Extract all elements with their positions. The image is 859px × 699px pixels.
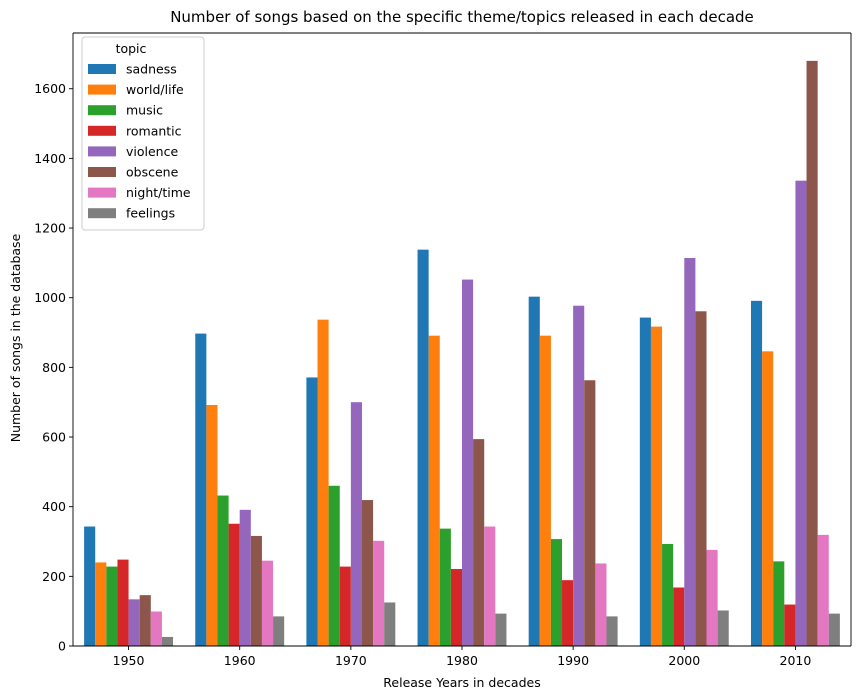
bar-feelings-1950	[161, 636, 174, 646]
axes-layer: 0 200 400 600 800 1000 1200 1400 1600 1950 1960 197…	[34, 32, 852, 668]
bar-violence-1970	[350, 402, 362, 646]
legend-swatch-sadness	[88, 64, 116, 74]
bar-romantic-2000	[673, 587, 685, 646]
bar-world-life-1960	[206, 404, 218, 646]
bar-feelings-2000	[717, 610, 729, 646]
bar-feelings-2010	[828, 613, 840, 646]
bar-obscene-1990	[584, 380, 596, 646]
bar-violence-1950	[128, 599, 140, 646]
legend-swatch-world-life	[88, 84, 116, 95]
bar-music-1980	[439, 528, 451, 646]
bar-obscene-1980	[473, 439, 485, 646]
bar-night-time-1970	[373, 540, 385, 646]
bar-music-1990	[550, 539, 563, 646]
bar-violence-1990	[573, 305, 585, 646]
bar-feelings-1990	[606, 616, 618, 646]
x-tick-label: 1970	[335, 653, 367, 668]
y-tick-label: 800	[42, 360, 66, 375]
legend-swatch-feelings	[88, 208, 116, 219]
legend-swatch-violence	[88, 146, 116, 157]
bar-night-time-1980	[484, 526, 496, 646]
bar-music-1950	[106, 566, 118, 646]
bar-feelings-1970	[384, 602, 396, 646]
bar-sadness-2010	[750, 300, 763, 646]
bar-violence-1960	[239, 509, 251, 646]
y-tick-label: 0	[58, 639, 66, 654]
bar-music-2010	[773, 561, 785, 646]
x-axis-title: Release Years in decades	[383, 675, 540, 690]
y-tick-label: 1400	[34, 151, 66, 166]
bar-sadness-1980	[417, 249, 429, 646]
bar-night-time-1960	[261, 560, 274, 646]
legend-label-obscene: obscene	[126, 165, 179, 180]
y-tick-label: 1600	[34, 81, 66, 96]
bar-obscene-1970	[361, 500, 374, 646]
legend-title: topic	[116, 41, 147, 56]
bar-romantic-1960	[228, 523, 240, 646]
legend: topic sadness world/life music romantic viole…	[81, 36, 205, 231]
bar-night-time-2000	[706, 549, 718, 646]
x-tick-label: 2010	[780, 653, 812, 668]
y-tick-label: 600	[42, 430, 66, 445]
legend-label-music: music	[126, 103, 163, 118]
legend-swatch-music	[88, 105, 116, 116]
bars-layer	[84, 60, 840, 647]
bar-sadness-2000	[639, 317, 651, 646]
legend-label-feelings: feelings	[126, 206, 175, 221]
bar-violence-1980	[462, 279, 474, 646]
y-tick-label: 1200	[34, 221, 66, 236]
bar-world-life-1990	[539, 335, 551, 646]
x-tick-label: 1950	[113, 653, 145, 668]
bar-world-life-2010	[762, 351, 774, 646]
bar-obscene-2000	[695, 311, 707, 646]
bar-sadness-1950	[84, 526, 96, 646]
bar-obscene-2010	[806, 60, 818, 647]
bar-violence-2010	[795, 180, 807, 646]
bar-music-1960	[217, 495, 229, 646]
x-tick-label: 1980	[446, 653, 478, 668]
bar-romantic-1990	[562, 580, 574, 646]
bar-music-1970	[328, 485, 340, 646]
legend-label-sadness: sadness	[126, 62, 177, 77]
bar-feelings-1960	[273, 616, 285, 646]
y-axis-title: Number of songs in the database	[8, 233, 23, 442]
bar-world-life-1970	[317, 319, 329, 646]
legend-label-world-life: world/life	[126, 82, 184, 97]
bar-sadness-1960	[195, 333, 207, 646]
bar-music-2000	[662, 543, 674, 646]
legend-swatch-night-time	[88, 187, 116, 198]
bar-obscene-1960	[250, 535, 262, 646]
x-tick-label: 1990	[557, 653, 589, 668]
bar-obscene-1950	[139, 595, 151, 646]
bar-sadness-1970	[306, 377, 318, 646]
legend-swatch-romantic	[88, 125, 116, 136]
y-tick-label: 200	[42, 569, 66, 584]
bar-violence-2000	[684, 258, 696, 646]
y-tick-label: 1000	[34, 290, 66, 305]
x-tick-label: 2000	[668, 653, 700, 668]
y-tick-label: 400	[42, 499, 66, 514]
legend-label-romantic: romantic	[126, 123, 182, 138]
x-tick-label: 1960	[224, 653, 256, 668]
bar-feelings-1980	[495, 613, 507, 646]
bar-world-life-2000	[650, 326, 663, 646]
bar-romantic-1980	[450, 569, 462, 646]
legend-label-night-time: night/time	[126, 185, 191, 200]
bar-night-time-1950	[150, 611, 162, 646]
bar-world-life-1980	[428, 335, 440, 646]
bar-world-life-1950	[95, 562, 107, 646]
legend-label-violence: violence	[126, 144, 178, 159]
chart-title: Number of songs based on the specific th…	[170, 8, 754, 26]
bar-night-time-2010	[817, 534, 829, 646]
bar-romantic-1970	[339, 566, 351, 646]
bar-sadness-1990	[528, 296, 540, 646]
bar-romantic-1950	[117, 559, 129, 646]
bar-romantic-2010	[784, 604, 796, 646]
bar-night-time-1990	[595, 563, 607, 646]
legend-swatch-obscene	[88, 167, 116, 177]
